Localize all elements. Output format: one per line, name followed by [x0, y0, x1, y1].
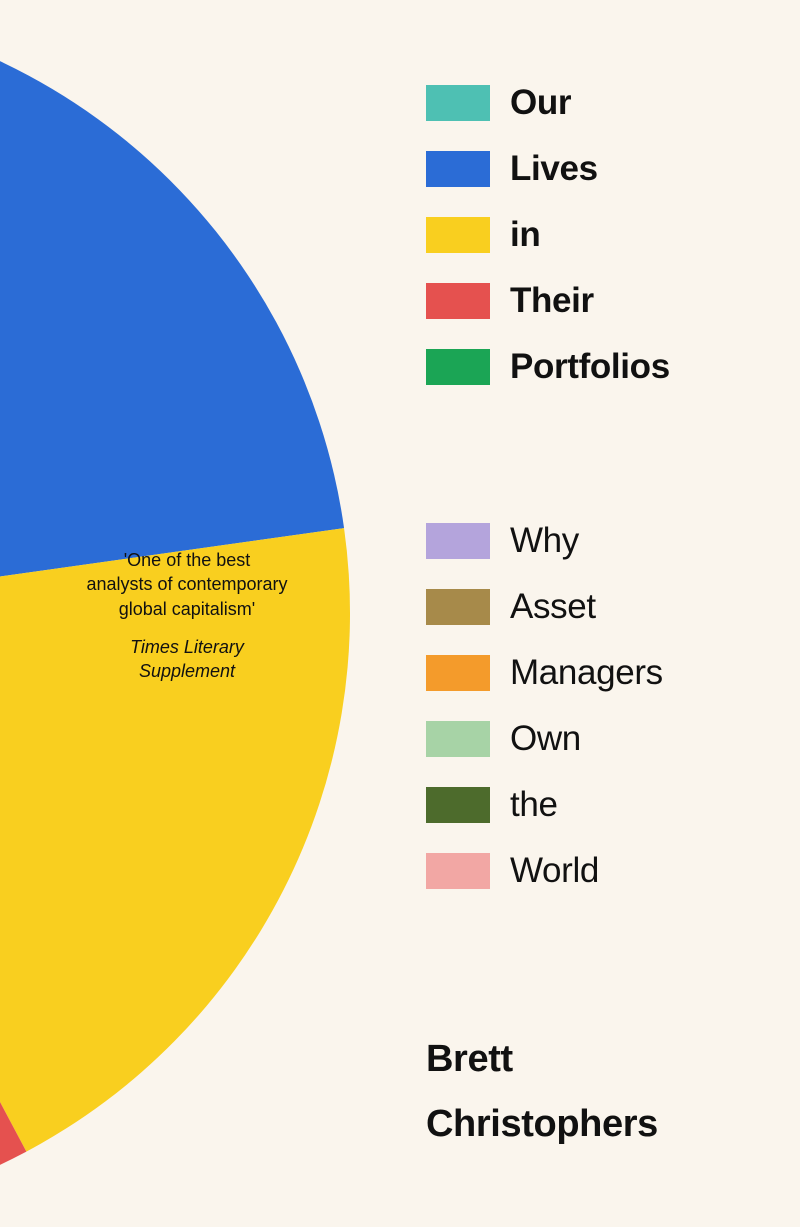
legend-swatch: [426, 589, 490, 625]
legend-label: Own: [510, 719, 581, 759]
legend-label: the: [510, 785, 558, 825]
legend-label: Portfolios: [510, 347, 670, 387]
legend-row: the: [426, 772, 663, 838]
legend-label: World: [510, 851, 599, 891]
pie-slice: [0, 613, 26, 1223]
legend-swatch: [426, 151, 490, 187]
legend-row: in: [426, 202, 670, 268]
legend-label: in: [510, 215, 540, 255]
author-line: Christophers: [426, 1103, 658, 1146]
legend-swatch: [426, 721, 490, 757]
quote-line: global capitalism': [62, 597, 312, 621]
legend-swatch: [426, 853, 490, 889]
pie-slice: [0, 3, 344, 613]
quote-line: 'One of the best: [62, 548, 312, 572]
legend-label: Their: [510, 281, 594, 321]
legend-row: Our: [426, 70, 670, 136]
pull-quote: 'One of the best analysts of contemporar…: [62, 548, 312, 683]
legend-swatch: [426, 655, 490, 691]
quote-line: analysts of contemporary: [62, 572, 312, 596]
legend-label: Lives: [510, 149, 598, 189]
author-line: Brett: [426, 1038, 658, 1081]
subtitle-legend: Why Asset Managers Own the World: [426, 508, 663, 904]
legend-row: Own: [426, 706, 663, 772]
legend-swatch: [426, 217, 490, 253]
book-cover: 'One of the best analysts of contemporar…: [0, 0, 800, 1227]
legend-row: Lives: [426, 136, 670, 202]
legend-swatch: [426, 283, 490, 319]
legend-row: Asset: [426, 574, 663, 640]
legend-swatch: [426, 787, 490, 823]
legend-row: World: [426, 838, 663, 904]
title-legend: Our Lives in Their Portfolios: [426, 70, 670, 400]
legend-swatch: [426, 349, 490, 385]
legend-label: Why: [510, 521, 579, 561]
author-name: Brett Christophers: [426, 1038, 658, 1146]
legend-swatch: [426, 85, 490, 121]
legend-label: Our: [510, 83, 571, 123]
legend-row: Managers: [426, 640, 663, 706]
legend-label: Asset: [510, 587, 596, 627]
legend-row: Why: [426, 508, 663, 574]
legend-row: Portfolios: [426, 334, 670, 400]
legend-swatch: [426, 523, 490, 559]
legend-row: Their: [426, 268, 670, 334]
legend-label: Managers: [510, 653, 663, 693]
quote-attribution: Times Literary Supplement: [62, 635, 312, 684]
